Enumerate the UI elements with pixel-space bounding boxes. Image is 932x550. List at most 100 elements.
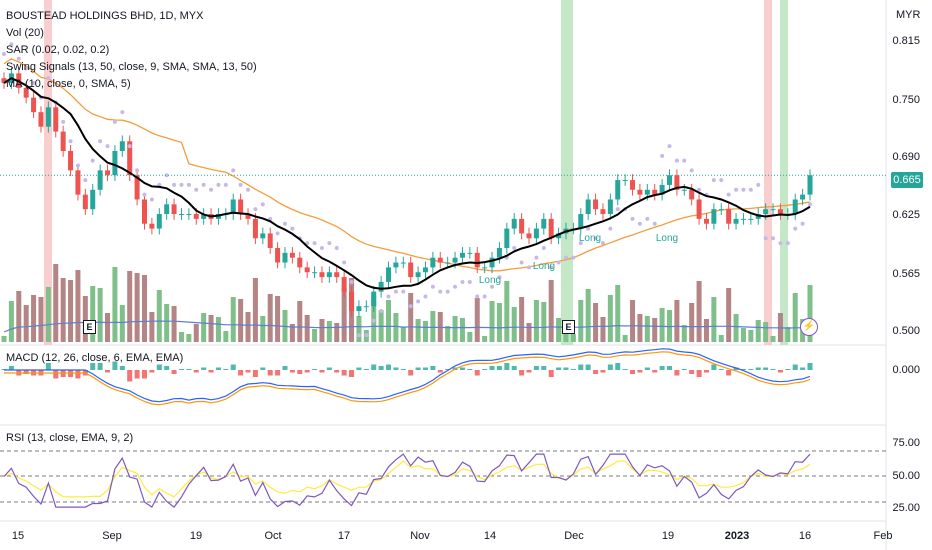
sar-dot bbox=[563, 255, 568, 260]
sar-dot bbox=[615, 207, 620, 212]
macd-histogram-bar bbox=[800, 367, 806, 370]
candle-down bbox=[105, 170, 111, 176]
macd-histogram-bar bbox=[245, 370, 251, 373]
volume-bar-up bbox=[496, 303, 502, 342]
candle-up bbox=[740, 218, 746, 220]
rsi-label[interactable]: RSI (13, close, EMA, 9, 2) bbox=[6, 432, 134, 444]
candle-down bbox=[252, 218, 258, 239]
volume-bar-up bbox=[785, 327, 791, 342]
sar-dot bbox=[600, 241, 605, 246]
earnings-event-marker[interactable]: E bbox=[83, 320, 96, 334]
volume-bar-down bbox=[297, 301, 303, 342]
volume-bar-down bbox=[60, 278, 66, 342]
symbol-title[interactable]: BOUSTEAD HOLDINGS BHD, 1D, MYX bbox=[6, 10, 204, 22]
rsi-tick: 75.00 bbox=[892, 437, 920, 449]
volume-bar-up bbox=[585, 289, 591, 342]
candle-up bbox=[607, 199, 613, 215]
sar-dot bbox=[231, 168, 236, 173]
sar-dot bbox=[342, 260, 347, 265]
candle-up bbox=[97, 170, 103, 190]
macd-histogram-bar bbox=[275, 370, 281, 376]
candle-up bbox=[792, 199, 798, 215]
volume-bar-up bbox=[156, 290, 162, 342]
candle-up bbox=[230, 199, 236, 215]
sar-dot bbox=[31, 81, 36, 86]
macd-histogram-bar bbox=[223, 369, 229, 370]
macd-histogram-bar bbox=[23, 370, 29, 374]
volume-bar-down bbox=[252, 278, 258, 342]
macd-line bbox=[4, 348, 811, 403]
macd-histogram-bar bbox=[703, 370, 709, 373]
macd-label[interactable]: MACD (12, 26, close, 6, EMA, EMA) bbox=[6, 352, 184, 364]
candle-down bbox=[777, 209, 783, 215]
candle-down bbox=[600, 209, 606, 215]
macd-histogram-bar bbox=[489, 366, 495, 370]
legend-sar[interactable]: SAR (0.02, 0.02, 0.2) bbox=[6, 44, 110, 56]
price-tick: 0.500 bbox=[892, 325, 920, 337]
time-tick: Feb bbox=[873, 530, 893, 542]
macd-histogram-bar bbox=[541, 366, 547, 370]
macd-histogram-bar bbox=[556, 367, 562, 370]
volume-bar-down bbox=[141, 275, 147, 342]
legend-ma[interactable]: MA (10, close, 0, SMA, 5) bbox=[6, 78, 131, 90]
sar-dot bbox=[793, 226, 798, 231]
volume-bar-up bbox=[119, 305, 125, 342]
volume-bar-up bbox=[445, 326, 451, 342]
macd-histogram-bar bbox=[585, 364, 591, 370]
sar-dot bbox=[475, 294, 480, 299]
volume-bar-up bbox=[489, 301, 495, 342]
sar-dot bbox=[349, 279, 354, 284]
volume-ma-line bbox=[3, 320, 811, 333]
sar-dot bbox=[682, 158, 687, 163]
macd-histogram-bar bbox=[312, 369, 318, 370]
volume-bar-up bbox=[45, 287, 51, 342]
candle-down bbox=[141, 199, 147, 224]
candle-up bbox=[489, 257, 495, 268]
sar-dot bbox=[748, 187, 753, 192]
sar-dot bbox=[453, 284, 458, 289]
volume-bar-up bbox=[740, 328, 746, 342]
macd-histogram-bar bbox=[519, 370, 525, 376]
candle-down bbox=[68, 150, 74, 171]
sar-dot bbox=[275, 231, 280, 236]
lightning-icon[interactable]: ⚡ bbox=[800, 318, 818, 336]
candle-up bbox=[386, 267, 392, 282]
macd-histogram-bar bbox=[415, 367, 421, 370]
macd-histogram-bar bbox=[164, 366, 170, 370]
candle-up bbox=[482, 267, 488, 269]
candle-up bbox=[326, 272, 332, 278]
candle-up bbox=[260, 233, 266, 239]
candle-down bbox=[652, 189, 658, 195]
sar-dot bbox=[201, 182, 206, 187]
candle-up bbox=[659, 184, 665, 195]
macd-histogram-bar bbox=[652, 370, 658, 373]
candle-up bbox=[467, 252, 473, 254]
volume-bar-down bbox=[134, 273, 140, 342]
legend-swing[interactable]: Swing Signals (13, 50, close, 9, SMA, SM… bbox=[6, 61, 257, 73]
macd-histogram-bar bbox=[393, 367, 399, 370]
volume-bar-down bbox=[600, 317, 606, 342]
macd-histogram-bar bbox=[304, 370, 310, 373]
legend-volume[interactable]: Vol (20) bbox=[6, 27, 44, 39]
candle-up bbox=[459, 252, 465, 258]
macd-histogram-bar bbox=[459, 367, 465, 370]
volume-bar-up bbox=[386, 300, 392, 342]
macd-histogram-bar bbox=[711, 364, 717, 370]
macd-histogram-bar bbox=[667, 366, 673, 370]
macd-histogram-bar bbox=[349, 370, 355, 377]
macd-histogram-bar bbox=[422, 367, 428, 370]
volume-bar-up bbox=[482, 336, 488, 342]
macd-histogram-bar bbox=[326, 367, 332, 370]
candle-up bbox=[422, 267, 428, 273]
candle-up bbox=[504, 228, 510, 248]
candle-up bbox=[681, 189, 687, 191]
sar-dot bbox=[771, 236, 776, 241]
sar-dot bbox=[356, 333, 361, 338]
sar-dot bbox=[667, 144, 672, 149]
volume-bar-down bbox=[149, 312, 155, 342]
earnings-event-marker[interactable]: E bbox=[562, 320, 575, 334]
sar-dot bbox=[98, 139, 103, 144]
candle-up bbox=[112, 150, 118, 176]
